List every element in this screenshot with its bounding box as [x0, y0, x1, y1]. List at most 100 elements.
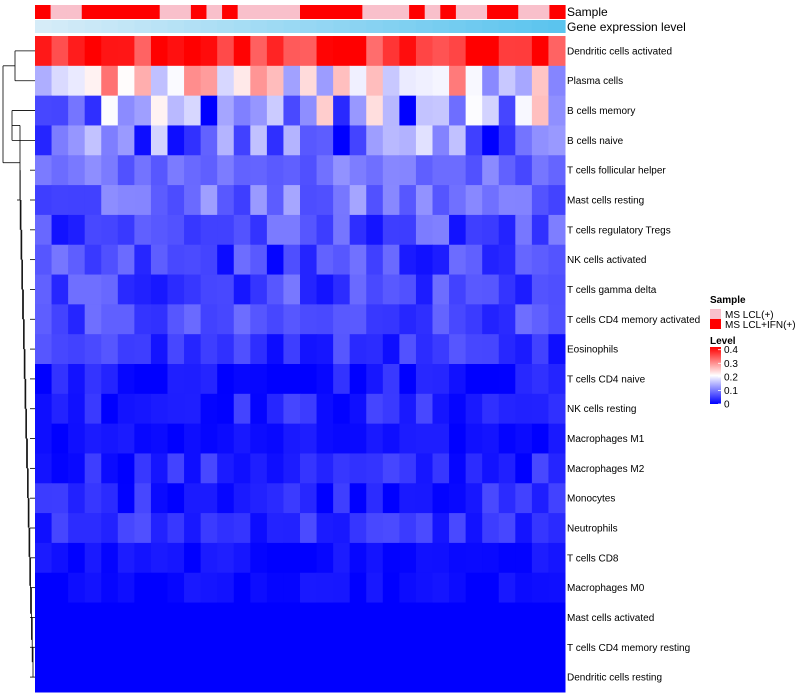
- heatmap-cell: [233, 36, 251, 67]
- heatmap-cell: [68, 632, 86, 663]
- heatmap-cell: [349, 542, 367, 574]
- heatmap-cell: [548, 65, 566, 97]
- heatmap-cell: [117, 542, 135, 574]
- heatmap-cell: [117, 244, 135, 276]
- heatmap-cell: [184, 65, 202, 97]
- heatmap-cell: [283, 274, 301, 305]
- heatmap-cell: [200, 304, 218, 335]
- heatmap-cell: [84, 274, 102, 305]
- heatmap-cell: [449, 632, 467, 663]
- heatmap-cell: [300, 632, 318, 663]
- heatmap-cell: [84, 304, 102, 335]
- heatmap-cell: [548, 125, 566, 156]
- heatmap-cell: [101, 185, 119, 216]
- row-label: Plasma cells: [567, 76, 623, 87]
- heatmap-cell: [333, 483, 351, 514]
- heatmap-cell: [432, 95, 450, 126]
- heatmap-cell: [167, 483, 185, 514]
- heatmap-cell: [366, 423, 384, 454]
- sample-annotation-cell: [112, 5, 130, 19]
- heatmap-cell: [449, 274, 467, 305]
- heatmap-cell: [68, 453, 86, 484]
- heatmap-cell: [531, 95, 549, 126]
- heatmap-cell: [515, 95, 533, 126]
- heatmap-cell: [51, 125, 69, 156]
- heatmap-cell: [465, 125, 483, 156]
- heatmap-cell: [217, 304, 235, 335]
- heatmap-cell: [250, 274, 268, 305]
- sample-annotation-cell: [440, 5, 457, 19]
- expression-annotation-cell: [316, 20, 334, 33]
- heatmap-cell: [233, 95, 251, 126]
- heatmap-cell: [217, 364, 235, 395]
- heatmap-cell: [233, 483, 251, 514]
- heatmap-cell: [366, 95, 384, 126]
- heatmap-cell: [283, 662, 301, 693]
- heatmap-cell: [167, 542, 185, 574]
- heatmap-cell: [498, 155, 516, 186]
- heatmap-cell: [349, 393, 367, 425]
- heatmap-cell: [515, 453, 533, 484]
- heatmap-cell: [35, 483, 53, 514]
- sample-annotation-cell: [190, 5, 208, 19]
- heatmap-cell: [35, 304, 53, 335]
- heatmap-cell: [300, 244, 318, 276]
- sample-annotation-cell: [487, 5, 504, 19]
- heatmap-cell: [366, 483, 384, 514]
- heatmap-cell: [283, 334, 301, 365]
- heatmap-cell: [432, 632, 450, 663]
- heatmap-cell: [415, 334, 433, 365]
- expression-annotation-cell: [366, 20, 384, 33]
- heatmap-cell: [84, 393, 102, 425]
- heatmap-cell: [117, 214, 135, 246]
- heatmap-cell: [101, 36, 119, 67]
- heatmap-cell: [84, 632, 102, 663]
- heatmap-cell: [465, 453, 483, 484]
- heatmap-cell: [266, 214, 284, 246]
- heatmap-cell: [217, 542, 235, 574]
- expression-annotation-cell: [51, 20, 69, 33]
- heatmap-cell: [515, 334, 533, 365]
- heatmap-cell: [531, 364, 549, 395]
- heatmap-cell: [415, 185, 433, 216]
- heatmap-cell: [548, 155, 566, 186]
- heatmap-cell: [300, 542, 318, 574]
- heatmap-cell: [101, 393, 119, 425]
- heatmap-cell: [84, 95, 102, 126]
- heatmap-cell: [432, 185, 450, 216]
- heatmap-cell: [415, 214, 433, 246]
- heatmap-cell: [200, 632, 218, 663]
- heatmap-cell: [217, 513, 235, 544]
- heatmap-cell: [482, 364, 500, 395]
- heatmap-cell: [300, 65, 318, 97]
- heatmap-cell: [68, 185, 86, 216]
- heatmap-cell: [465, 244, 483, 276]
- heatmap-cell: [250, 483, 268, 514]
- heatmap-cell: [349, 453, 367, 484]
- heatmap-cell: [531, 214, 549, 246]
- heatmap-cell: [432, 274, 450, 305]
- heatmap-cell: [68, 95, 86, 126]
- heatmap-cell: [167, 632, 185, 663]
- expression-annotation-cell: [482, 20, 500, 33]
- heatmap-cell: [432, 513, 450, 544]
- heatmap-cell: [366, 155, 384, 186]
- heatmap-cell: [283, 36, 301, 67]
- heatmap-cell: [184, 364, 202, 395]
- expression-annotation-cell: [266, 20, 285, 33]
- heatmap-cell: [200, 513, 218, 544]
- sample-legend-swatch-lcl: [710, 309, 721, 319]
- heatmap-cell: [134, 214, 152, 246]
- heatmap-cell: [399, 36, 417, 67]
- heatmap-cell: [200, 662, 218, 693]
- heatmap-cell: [200, 393, 218, 425]
- heatmap-cell: [117, 513, 135, 544]
- level-legend-colorbar: [710, 347, 721, 404]
- heatmap-cell: [184, 572, 202, 604]
- heatmap-cell: [515, 662, 533, 693]
- heatmap-cell: [51, 423, 69, 454]
- heatmap-cell: [233, 662, 251, 693]
- level-legend-ticks: 0.4 0.3 0.2 0.1 0: [718, 345, 738, 411]
- heatmap-cell: [84, 602, 102, 633]
- sample-annotation-cell: [159, 5, 176, 19]
